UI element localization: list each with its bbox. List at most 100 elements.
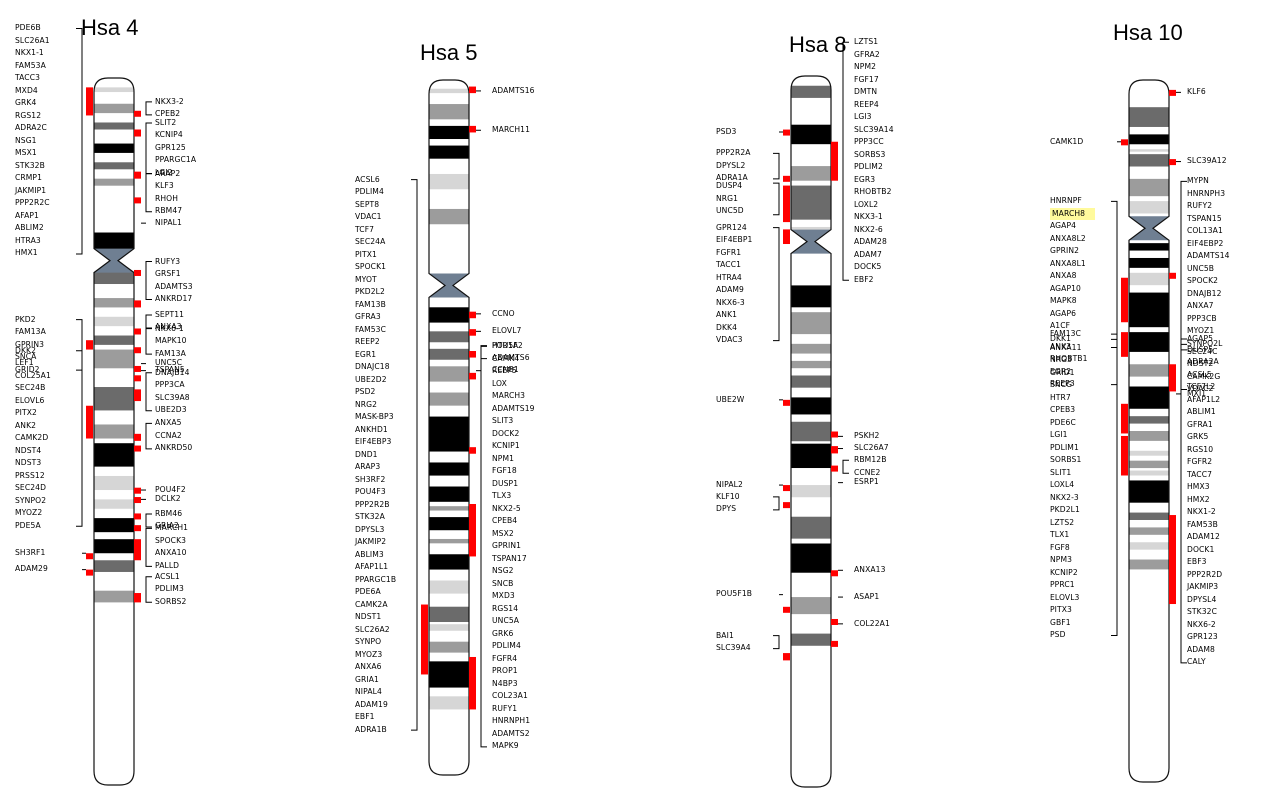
gene-label: CAMK2G [1187, 371, 1221, 381]
gene-label: PDLIM1 [1050, 442, 1079, 452]
centromere [1129, 216, 1169, 241]
gene-label: CPEB4 [492, 516, 518, 526]
gene-label: SNCB [492, 578, 514, 588]
region-marker [831, 640, 838, 647]
band [1129, 292, 1169, 328]
region-marker [783, 399, 790, 406]
region-marker [134, 328, 141, 335]
gene-label: HTR7 [1050, 392, 1071, 402]
gene-label: TACC7 [1187, 469, 1213, 479]
band [1129, 178, 1169, 197]
gene-label: NRG3 [1050, 355, 1073, 365]
gene-label: ELOVL7 [492, 326, 522, 336]
region-marker [134, 433, 141, 441]
gene-label: ADRA1A [716, 173, 748, 183]
region-marker [134, 487, 141, 494]
gene-group-bracket [145, 576, 152, 603]
gene-label: ADAM19 [355, 699, 388, 709]
gene-label: SEPT8 [355, 199, 380, 209]
gene-group-bracket [1111, 347, 1118, 637]
gene-label: UBE2D3 [155, 405, 187, 415]
gene-label: SNCG [1050, 380, 1073, 390]
region-marker [469, 351, 476, 358]
gene-label: SEC24C [1187, 346, 1218, 356]
gene-label: ADAMTS3 [155, 281, 193, 291]
gene-label: ABLIM2 [15, 223, 44, 233]
region-marker [469, 656, 476, 710]
gene-label: NKX3-1 [854, 212, 883, 222]
band [791, 360, 831, 369]
gene-label: REEP3 [1050, 379, 1075, 389]
region-marker [134, 389, 141, 402]
band [429, 307, 469, 323]
gene-label: SNCA [15, 352, 37, 362]
gene-label: KLF10 [716, 491, 740, 501]
gene-label: PKD2 [15, 314, 36, 324]
gene-label: HNRNPH1 [492, 716, 531, 726]
gene-label: MYOT [355, 274, 377, 284]
gene-label: MARCH3 [492, 391, 526, 401]
band [429, 554, 469, 570]
gene-label: UNC5B [1187, 263, 1215, 273]
gene-label: GPR123 [1187, 632, 1218, 642]
band [1129, 460, 1169, 469]
gene-group-bracket [145, 513, 152, 528]
gene-label: FAM53A [15, 60, 46, 70]
region-marker [469, 311, 476, 319]
gene-label: PPP3CA [155, 380, 185, 390]
gene-label: PDLIM4 [492, 641, 521, 651]
gene-label: GRK5 [1187, 432, 1209, 442]
gene-label: FGF17 [854, 74, 879, 84]
gene-label: ANKRD17 [155, 294, 193, 303]
gene-label: NRG1 [716, 193, 739, 203]
gene-label: ADAM9 [716, 285, 744, 295]
chromosome-outline [790, 75, 832, 788]
gene-label: ARAP3 [355, 462, 381, 472]
gene-label: COL25A1 [15, 370, 51, 380]
gene-label: CPEB3 [1050, 405, 1076, 415]
band [791, 166, 831, 181]
gene-label: GPRIN1 [492, 541, 522, 551]
gene-label: EBF1 [355, 712, 375, 722]
gene-label: RBM47 [155, 206, 183, 216]
band [429, 392, 469, 406]
gene-label: NDST1 [355, 612, 382, 622]
gene-label: NIPAL1 [155, 217, 182, 227]
band [791, 343, 831, 354]
gene-label: SORBS1 [1050, 455, 1082, 465]
gene-label: SORBS2 [155, 596, 187, 606]
band [94, 232, 134, 252]
gene-label: EBF3 [1187, 557, 1207, 567]
gene-label: HTRA4 [716, 272, 742, 282]
region-marker [1169, 89, 1176, 96]
gene-label: ANXA8L2 [1050, 233, 1086, 243]
gene-label: SYNPO2L [1187, 338, 1223, 348]
gene-label: PSD [1050, 630, 1066, 640]
chromosome-outline [93, 77, 135, 786]
gene-label: PPP3CC [854, 137, 884, 147]
gene-label: TACC1 [716, 260, 742, 270]
gene-label-highlighted: MARCH8 [1050, 207, 1096, 221]
gene-label: ABLIM3 [355, 549, 384, 559]
gene-label: ANK2 [15, 420, 37, 430]
gene-label: SH3RF2 [355, 474, 386, 484]
gene-label: MSX1 [15, 148, 37, 158]
gene-label: ADAM29 [15, 564, 48, 574]
gene-label: PDE6B [15, 23, 41, 33]
gene-label: NKX1-2 [1187, 507, 1216, 517]
gene-label: ANKHD1 [355, 424, 388, 434]
gene-label: RHOH [155, 193, 179, 203]
band [791, 421, 831, 442]
gene-label: NSG1 [15, 135, 37, 145]
gene-label: PPARGC1B [355, 574, 397, 584]
gene-label: DKK4 [716, 322, 738, 332]
gene-label: ESRP1 [854, 477, 879, 487]
region-marker [134, 375, 141, 382]
gene-label: VDAC2 [1187, 384, 1214, 393]
gene-label: ANXA5 [155, 418, 182, 428]
gene-label: RHOBTB1 [1050, 354, 1088, 364]
band [94, 424, 134, 439]
gene-label: GPR124 [716, 222, 747, 232]
gene-label: ADAM28 [854, 237, 887, 247]
gene-label: HTRA3 [15, 235, 41, 245]
